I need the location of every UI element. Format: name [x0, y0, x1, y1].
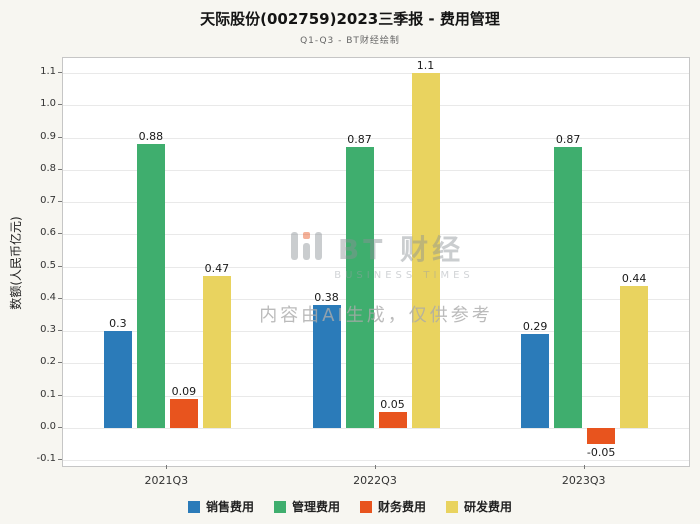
- bar: [345, 147, 374, 428]
- y-tick-label: 0.4: [40, 291, 56, 303]
- gridline: [63, 169, 689, 171]
- gridline: [63, 460, 689, 461]
- gridline: [63, 234, 689, 236]
- legend-label: 财务费用: [378, 500, 427, 514]
- y-tick-mark: [58, 459, 62, 460]
- bar-value-label: 0.3: [109, 317, 127, 330]
- x-tick-mark: [166, 465, 168, 469]
- y-tick-label: 0.0: [40, 420, 56, 432]
- x-tick-label: 2021Q3: [144, 474, 189, 487]
- bar-value-label: 0.87: [555, 133, 581, 147]
- bar-value-label: 0.87: [347, 133, 372, 147]
- x-tick-mark: [583, 465, 585, 469]
- y-tick-mark: [58, 201, 62, 202]
- bar: [136, 143, 165, 428]
- gridline: [63, 331, 689, 332]
- bar: [103, 331, 132, 428]
- y-tick-label: 0.9: [40, 130, 56, 142]
- bar: [169, 398, 198, 428]
- plot-area: 0.3 0.88 0.09 0.47 0.38 0.87 0.05 1.1 0.29 0.87 -0…: [62, 57, 690, 467]
- y-tick-label: 0.6: [40, 227, 56, 239]
- x-tick-mark: [375, 465, 376, 469]
- y-tick-label: 0.3: [40, 324, 56, 335]
- bar-value-label: 0.47: [204, 262, 230, 276]
- legend-item: 财务费用: [360, 498, 426, 515]
- gridline: [63, 363, 689, 365]
- y-tick-label: 1.1: [40, 66, 56, 77]
- bar: [620, 285, 649, 428]
- y-tick-mark: [58, 426, 62, 428]
- legend: 销售费用 管理费用 财务费用 研发费用: [0, 498, 700, 515]
- legend-swatch: [273, 500, 286, 513]
- legend-label: 管理费用: [291, 500, 340, 514]
- legend-swatch: [446, 500, 459, 513]
- gridline: [63, 202, 689, 203]
- legend-swatch: [360, 500, 372, 513]
- bar: [411, 73, 440, 428]
- y-tick-mark: [58, 265, 62, 267]
- bar: [312, 305, 341, 428]
- x-tick-label: 2022Q3: [353, 474, 397, 487]
- y-tick-label: 0.2: [40, 356, 56, 368]
- y-tick-label: -0.1: [36, 453, 56, 464]
- bar: [587, 427, 616, 444]
- chart-title: 天际股份(002759)2023三季报 - 费用管理: [200, 10, 500, 28]
- y-tick-mark: [58, 168, 62, 170]
- gridline: [63, 137, 689, 139]
- bar-value-label: -0.05: [586, 445, 616, 459]
- gridline: [63, 266, 689, 268]
- legend-item: 研发费用: [446, 498, 512, 515]
- legend-label: 研发费用: [464, 500, 513, 514]
- gridline: [63, 298, 689, 300]
- y-tick-label: 0.7: [40, 195, 56, 206]
- y-tick-mark: [58, 72, 62, 73]
- legend-swatch: [187, 500, 200, 513]
- y-tick-label: 1.0: [40, 98, 56, 110]
- bar: [554, 147, 583, 428]
- bar-value-label: 1.1: [416, 59, 435, 72]
- y-tick-label: 0.8: [40, 162, 56, 174]
- y-tick-mark: [58, 362, 62, 364]
- bar: [378, 411, 407, 428]
- gridline: [63, 395, 689, 397]
- legend-item: 销售费用: [187, 498, 254, 515]
- gridline: [63, 427, 689, 429]
- y-tick-label: 0.1: [40, 388, 56, 400]
- y-tick-label: 0.5: [40, 259, 56, 271]
- bar-value-label: 0.88: [138, 129, 164, 143]
- y-tick-mark: [58, 233, 62, 235]
- bar: [202, 276, 231, 428]
- gridline: [63, 73, 689, 74]
- y-tick-mark: [58, 136, 62, 138]
- y-tick-mark: [58, 297, 62, 299]
- y-tick-mark: [58, 104, 62, 106]
- bar-value-label: 0.44: [621, 271, 647, 285]
- x-tick-label: 2023Q3: [561, 474, 606, 487]
- bar-value-label: 0.29: [522, 320, 548, 334]
- bar: [521, 334, 550, 428]
- bar-value-label: 0.09: [171, 384, 197, 398]
- y-tick-mark: [58, 394, 62, 396]
- gridline: [63, 105, 689, 107]
- legend-label: 销售费用: [205, 500, 254, 514]
- chart-subtitle: Q1-Q3 - BT财经绘制: [300, 36, 400, 46]
- bar-value-label: 0.05: [380, 397, 405, 411]
- bar-value-label: 0.38: [314, 291, 339, 305]
- y-tick-mark: [58, 330, 62, 331]
- legend-item: 管理费用: [273, 498, 340, 515]
